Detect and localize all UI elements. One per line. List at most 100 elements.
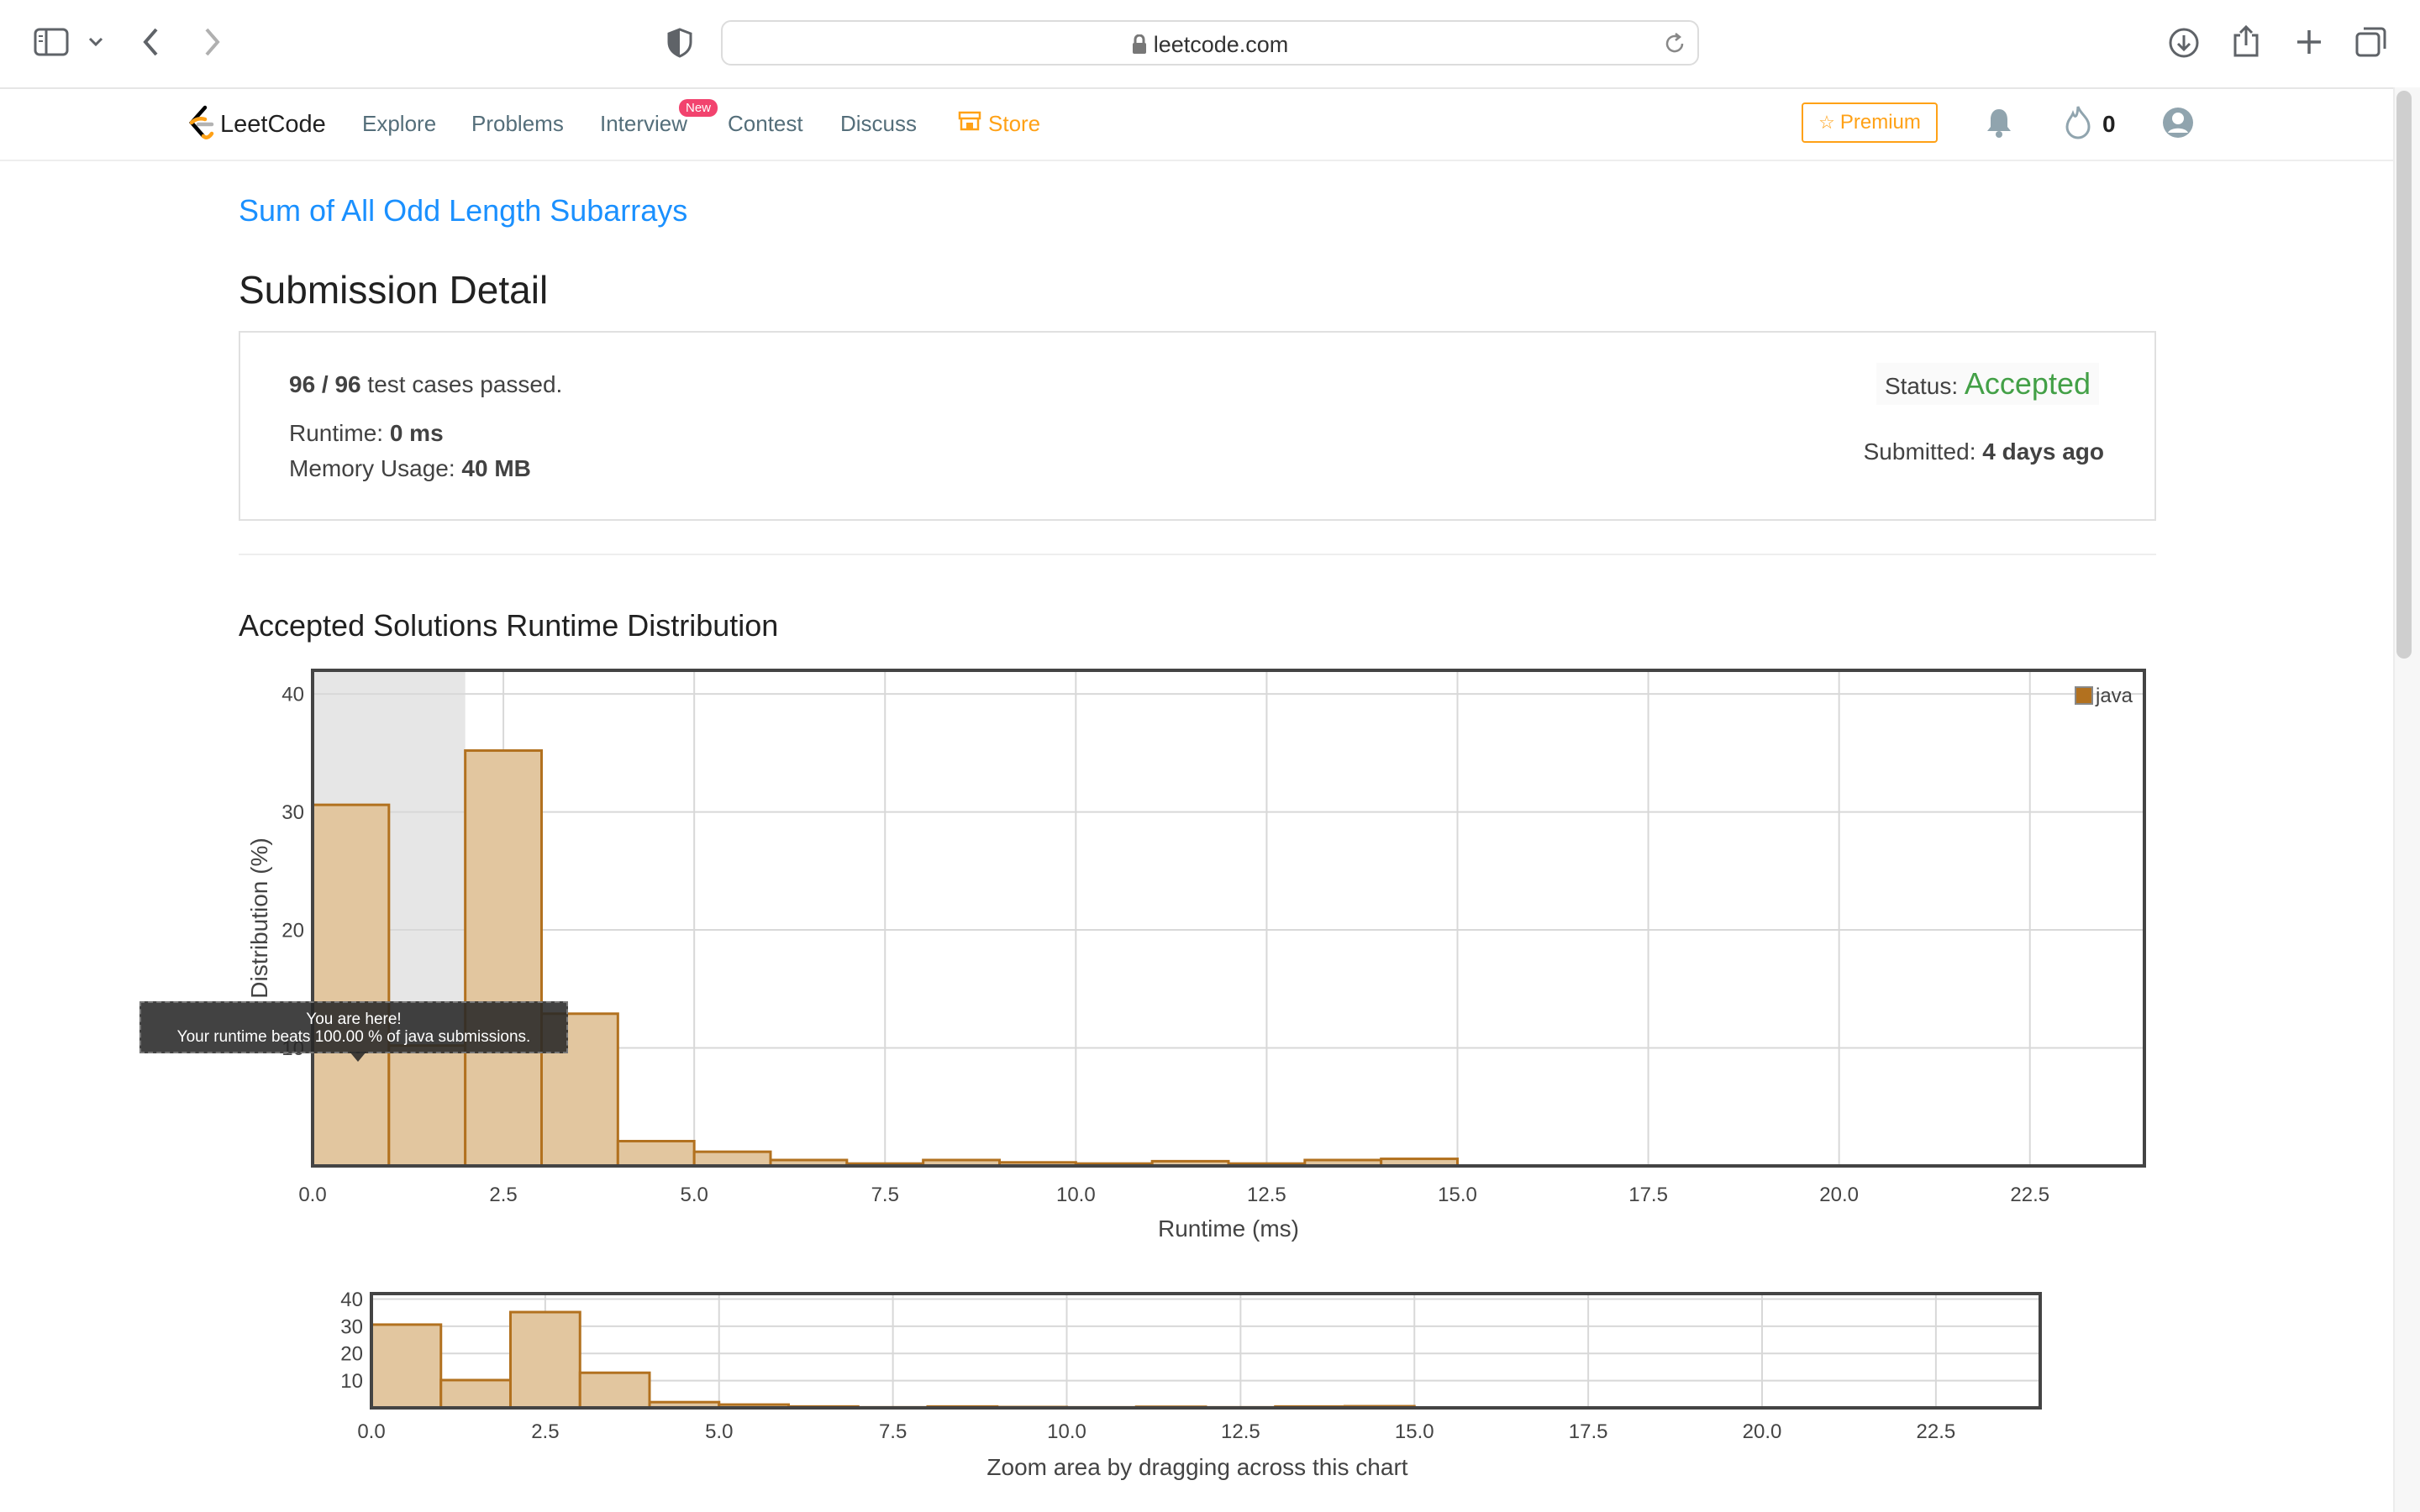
chevron-down-icon[interactable] <box>87 34 104 55</box>
nav-problems[interactable]: Problems <box>471 111 564 136</box>
page-title: Submission Detail <box>239 268 549 312</box>
x-tick-label: 20.0 <box>1743 1420 1782 1443</box>
bar <box>387 1044 467 1168</box>
x-tick-label: 17.5 <box>1569 1420 1608 1443</box>
nav-store[interactable]: Store <box>958 111 1040 137</box>
sidebar-toggle-icon[interactable] <box>34 27 69 61</box>
y-tick-label: 20 <box>340 1343 363 1366</box>
y-axis-label: Distribution (%) <box>246 837 272 998</box>
nav-interview[interactable]: Interview <box>600 111 688 136</box>
y-tick-label: 20 <box>281 919 304 942</box>
logo-text: LeetCode <box>220 111 326 138</box>
tab-overview-icon[interactable] <box>2354 25 2388 63</box>
premium-label: Premium <box>1839 111 1921 134</box>
bar <box>311 803 391 1168</box>
passed-text: test cases passed. <box>360 371 563 397</box>
leetcode-logo[interactable]: LeetCode <box>187 104 326 145</box>
status-row: Status: Accepted <box>1876 363 2099 405</box>
memory-label: Memory Usage: <box>289 455 462 481</box>
bar <box>692 1150 772 1168</box>
runtime-label: Runtime: <box>289 420 390 446</box>
x-tick-label: 12.5 <box>1247 1184 1286 1206</box>
x-tick-label: 20.0 <box>1819 1184 1859 1206</box>
x-tick-label: 2.5 <box>531 1420 559 1443</box>
zoom-caption: Zoom area by dragging across this chart <box>986 1454 1407 1480</box>
back-icon[interactable] <box>141 27 161 61</box>
memory-row: Memory Usage: 40 MB <box>289 455 531 482</box>
x-tick-label: 7.5 <box>879 1420 907 1443</box>
fire-icon[interactable] <box>2064 104 2092 144</box>
nav-explore[interactable]: Explore <box>362 111 437 136</box>
avatar-icon[interactable] <box>2161 106 2195 144</box>
new-tab-icon[interactable] <box>2294 27 2324 61</box>
legend-swatch <box>2075 686 2093 705</box>
x-tick-label: 0.0 <box>298 1184 326 1206</box>
tooltip-line1: You are here! <box>306 1011 402 1028</box>
x-tick-label: 12.5 <box>1221 1420 1260 1443</box>
runtime-tooltip: You are here! Your runtime beats 100.00 … <box>139 1001 568 1062</box>
plot-frame <box>370 1292 2042 1410</box>
bar <box>464 749 544 1168</box>
scrollbar-thumb[interactable] <box>2396 91 2412 659</box>
y-tick-label: 30 <box>281 801 304 824</box>
submitted-row: Submitted: 4 days ago <box>1864 438 2104 465</box>
browser-toolbar: leetcode.com <box>0 0 2420 89</box>
status-value: Accepted <box>1964 366 2091 401</box>
bar <box>578 1371 651 1410</box>
divider <box>239 554 2156 555</box>
x-tick-label: 10.0 <box>1056 1184 1096 1206</box>
site-navbar: LeetCode Explore Problems Interview New … <box>0 89 2393 161</box>
y-tick-label: 10 <box>340 1370 363 1393</box>
download-icon[interactable] <box>2168 27 2200 63</box>
status-label: Status: <box>1884 373 1965 399</box>
x-tick-label: 7.5 <box>871 1184 899 1206</box>
passed-count: 96 / 96 <box>289 371 361 397</box>
bar <box>439 1378 512 1410</box>
shield-icon[interactable] <box>667 28 692 62</box>
bar <box>616 1140 696 1168</box>
test-cases-passed: 96 / 96 test cases passed. <box>289 371 562 398</box>
star-icon: ☆ <box>1818 112 1835 133</box>
memory-value: 40 MB <box>461 455 531 481</box>
runtime-row: Runtime: 0 ms <box>289 420 444 447</box>
tooltip-line2: Your runtime beats 100.00 % of java subm… <box>176 1028 531 1046</box>
submitted-label: Submitted: <box>1863 438 1983 465</box>
x-tick-label: 22.5 <box>2010 1184 2049 1206</box>
url-text: leetcode.com <box>1153 32 1289 57</box>
submission-detail-box: 96 / 96 test cases passed. Runtime: 0 ms… <box>239 331 2156 521</box>
premium-button[interactable]: ☆ Premium <box>1802 102 1938 143</box>
bell-icon[interactable] <box>1985 106 2013 144</box>
reload-icon[interactable] <box>1664 32 1686 60</box>
new-badge: New <box>679 99 718 117</box>
zoom-navigator-chart[interactable]: 0.0 2.5 5.0 7.5 10.0 12.5 15.0 17.5 20.0 22.5 10 20… <box>0 1277 2185 1495</box>
x-axis-label: Runtime (ms) <box>1158 1215 1299 1242</box>
problem-link[interactable]: Sum of All Odd Length Subarrays <box>239 193 688 228</box>
x-tick-label: 10.0 <box>1047 1420 1086 1443</box>
address-bar[interactable]: leetcode.com <box>721 20 1699 66</box>
x-tick-label: 0.0 <box>357 1420 385 1443</box>
store-label: Store <box>988 111 1041 136</box>
lock-icon <box>1132 34 1147 60</box>
runtime-distribution-chart[interactable]: 0.02.55.07.510.012.515.017.520.022.51020… <box>0 655 2185 1243</box>
legend-label: java <box>2095 685 2133 707</box>
forward-icon[interactable] <box>202 27 222 61</box>
nav-contest[interactable]: Contest <box>728 111 803 136</box>
runtime-value: 0 ms <box>389 420 444 446</box>
x-tick-label: 15.0 <box>1395 1420 1434 1443</box>
x-tick-label: 22.5 <box>1917 1420 1956 1443</box>
y-tick-label: 40 <box>340 1289 363 1311</box>
streak-count: 0 <box>2102 111 2116 137</box>
plot-frame <box>311 669 2146 1168</box>
section-title: Accepted Solutions Runtime Distribution <box>239 608 779 643</box>
share-icon[interactable] <box>2232 24 2260 63</box>
y-tick-label: 40 <box>281 683 304 706</box>
y-tick-label: 30 <box>340 1315 363 1338</box>
bar <box>509 1310 581 1410</box>
x-tick-label: 15.0 <box>1438 1184 1477 1206</box>
bar <box>370 1323 443 1410</box>
x-tick-label: 5.0 <box>705 1420 733 1443</box>
nav-discuss[interactable]: Discuss <box>840 111 918 136</box>
submitted-value: 4 days ago <box>1982 438 2104 465</box>
x-tick-label: 17.5 <box>1628 1184 1668 1206</box>
x-tick-label: 2.5 <box>489 1184 517 1206</box>
